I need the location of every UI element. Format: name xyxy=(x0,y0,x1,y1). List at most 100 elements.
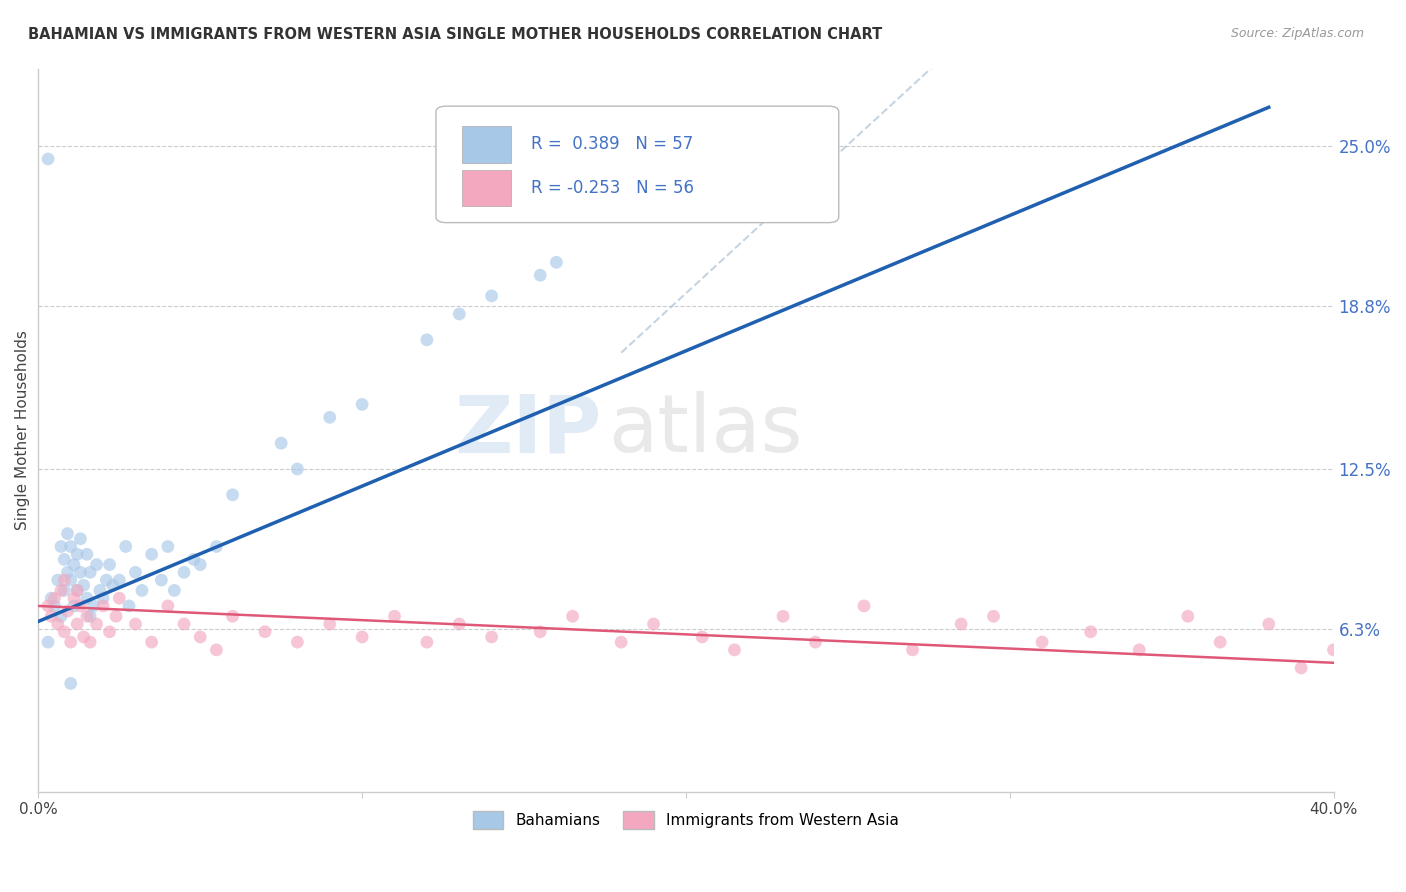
Point xyxy=(124,617,146,632)
Point xyxy=(287,635,309,649)
Point xyxy=(188,630,211,644)
Point xyxy=(163,583,186,598)
Point xyxy=(37,599,59,613)
Point xyxy=(59,573,82,587)
Point xyxy=(156,599,179,613)
Point xyxy=(156,540,179,554)
Point xyxy=(44,591,66,606)
Point xyxy=(73,630,96,644)
Point xyxy=(63,558,86,572)
Point xyxy=(82,599,104,613)
Point xyxy=(529,624,551,639)
Point xyxy=(723,643,745,657)
Point xyxy=(449,307,471,321)
Point xyxy=(188,558,211,572)
Point xyxy=(1209,635,1232,649)
Point xyxy=(39,591,62,606)
Point xyxy=(690,630,713,644)
Text: R = -0.253   N = 56: R = -0.253 N = 56 xyxy=(530,179,693,197)
Point xyxy=(76,547,98,561)
Point xyxy=(118,599,141,613)
Point xyxy=(319,410,342,425)
Point xyxy=(53,573,76,587)
Point xyxy=(66,617,89,632)
Point xyxy=(124,566,146,580)
Point xyxy=(319,617,342,632)
Point xyxy=(270,436,292,450)
Point xyxy=(96,573,118,587)
Point xyxy=(253,624,276,639)
Point xyxy=(772,609,794,624)
Point xyxy=(131,583,153,598)
Point xyxy=(173,566,195,580)
Point xyxy=(221,609,243,624)
Point xyxy=(449,617,471,632)
Point xyxy=(105,609,128,624)
Point xyxy=(1177,609,1199,624)
Point xyxy=(173,617,195,632)
Point xyxy=(1289,661,1312,675)
Point xyxy=(643,617,665,632)
Point xyxy=(63,591,86,606)
Point xyxy=(44,599,66,613)
Text: ZIP: ZIP xyxy=(454,392,602,469)
Point xyxy=(1128,643,1150,657)
Point xyxy=(91,591,114,606)
Point xyxy=(98,624,121,639)
Point xyxy=(108,591,131,606)
Point xyxy=(49,540,72,554)
Point xyxy=(983,609,1005,624)
Point xyxy=(49,583,72,598)
Point xyxy=(1080,624,1102,639)
Point xyxy=(76,609,98,624)
Text: BAHAMIAN VS IMMIGRANTS FROM WESTERN ASIA SINGLE MOTHER HOUSEHOLDS CORRELATION CH: BAHAMIAN VS IMMIGRANTS FROM WESTERN ASIA… xyxy=(28,27,883,42)
Point xyxy=(76,591,98,606)
Point xyxy=(352,397,374,411)
Point xyxy=(56,566,79,580)
Point xyxy=(59,635,82,649)
Point xyxy=(53,552,76,566)
Text: R =  0.389   N = 57: R = 0.389 N = 57 xyxy=(530,136,693,153)
Point xyxy=(610,635,633,649)
Point xyxy=(37,152,59,166)
Point xyxy=(56,526,79,541)
Point xyxy=(56,604,79,618)
Point xyxy=(49,609,72,624)
Point xyxy=(63,599,86,613)
Point xyxy=(150,573,173,587)
Point xyxy=(59,676,82,690)
Point xyxy=(205,643,228,657)
Point xyxy=(46,573,69,587)
Point xyxy=(853,599,876,613)
Point xyxy=(46,617,69,632)
Point xyxy=(416,333,439,347)
Point xyxy=(205,540,228,554)
Point xyxy=(79,566,101,580)
Point xyxy=(141,547,163,561)
Text: atlas: atlas xyxy=(609,392,803,469)
Point xyxy=(183,552,205,566)
Point xyxy=(384,609,406,624)
Point xyxy=(86,558,108,572)
Point xyxy=(59,540,82,554)
Y-axis label: Single Mother Households: Single Mother Households xyxy=(15,330,30,530)
Point xyxy=(91,599,114,613)
Point xyxy=(66,547,89,561)
Point xyxy=(69,532,91,546)
Point xyxy=(66,583,89,598)
Point xyxy=(108,573,131,587)
Point xyxy=(804,635,827,649)
Point xyxy=(53,624,76,639)
Point xyxy=(101,578,124,592)
Point xyxy=(73,578,96,592)
Point xyxy=(86,617,108,632)
Point xyxy=(114,540,136,554)
FancyBboxPatch shape xyxy=(461,169,510,206)
Point xyxy=(481,289,503,303)
Point xyxy=(901,643,924,657)
Point xyxy=(950,617,973,632)
Point xyxy=(89,583,111,598)
Point xyxy=(69,599,91,613)
Point xyxy=(1031,635,1053,649)
Point xyxy=(79,635,101,649)
